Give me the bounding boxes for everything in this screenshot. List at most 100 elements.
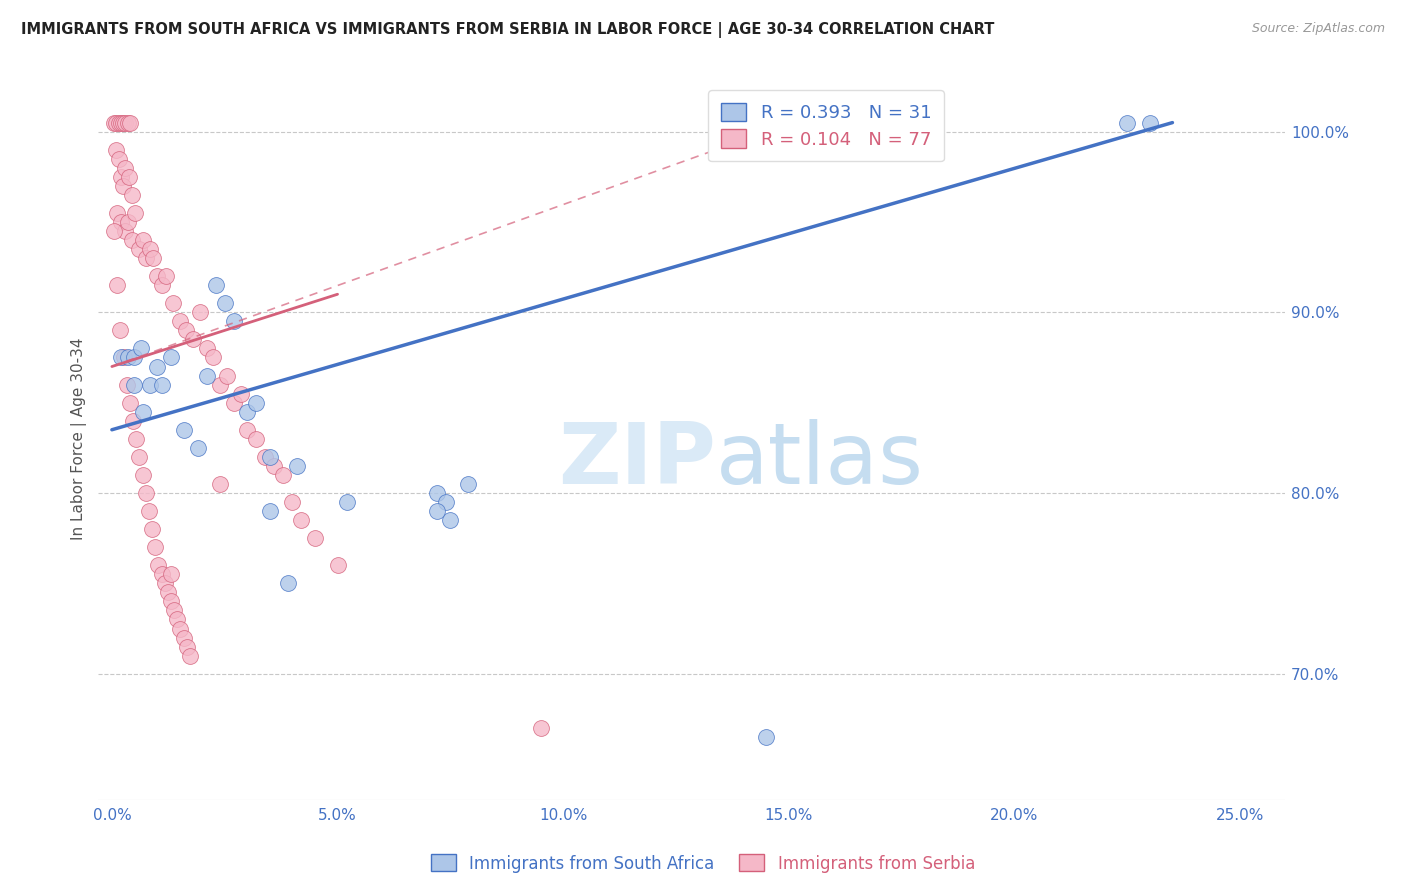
Point bbox=[1116, 115, 1139, 129]
Point bbox=[110, 169, 132, 184]
Point bbox=[142, 251, 165, 265]
Point bbox=[110, 351, 132, 365]
Point bbox=[150, 377, 173, 392]
Point bbox=[104, 143, 127, 157]
Text: ZIP: ZIP bbox=[558, 419, 716, 502]
Text: atlas: atlas bbox=[716, 419, 924, 502]
Point bbox=[159, 567, 181, 582]
Point bbox=[457, 477, 479, 491]
Point bbox=[131, 467, 153, 482]
Point bbox=[114, 115, 136, 129]
Point bbox=[110, 115, 132, 129]
Point bbox=[169, 314, 191, 328]
Point bbox=[125, 432, 148, 446]
Point bbox=[176, 640, 198, 654]
Point bbox=[153, 576, 176, 591]
Point bbox=[181, 333, 204, 347]
Point bbox=[115, 377, 138, 392]
Point bbox=[105, 115, 128, 129]
Point bbox=[103, 224, 125, 238]
Point bbox=[129, 342, 152, 356]
Point bbox=[146, 359, 169, 374]
Point bbox=[245, 395, 267, 409]
Point bbox=[135, 251, 157, 265]
Point bbox=[209, 477, 232, 491]
Point bbox=[290, 513, 312, 527]
Point bbox=[169, 622, 191, 636]
Point bbox=[229, 386, 252, 401]
Text: Source: ZipAtlas.com: Source: ZipAtlas.com bbox=[1251, 22, 1385, 36]
Point bbox=[335, 495, 357, 509]
Point bbox=[107, 152, 129, 166]
Point bbox=[138, 504, 160, 518]
Point bbox=[114, 161, 136, 175]
Point bbox=[222, 314, 245, 328]
Point bbox=[139, 242, 162, 256]
Point bbox=[148, 558, 170, 573]
Point bbox=[173, 631, 195, 645]
Point bbox=[124, 377, 146, 392]
Point bbox=[118, 395, 141, 409]
Point bbox=[110, 215, 132, 229]
Point bbox=[103, 115, 125, 129]
Point bbox=[128, 242, 150, 256]
Point bbox=[281, 495, 304, 509]
Point bbox=[254, 450, 277, 464]
Y-axis label: In Labor Force | Age 30-34: In Labor Force | Age 30-34 bbox=[72, 337, 87, 540]
Point bbox=[118, 169, 141, 184]
Point bbox=[121, 187, 143, 202]
Point bbox=[107, 115, 129, 129]
Point bbox=[215, 368, 238, 383]
Point bbox=[222, 395, 245, 409]
Point bbox=[209, 377, 232, 392]
Point bbox=[755, 730, 778, 744]
Point bbox=[259, 450, 281, 464]
Point bbox=[176, 323, 198, 337]
Point bbox=[439, 513, 461, 527]
Point bbox=[159, 351, 181, 365]
Point bbox=[277, 576, 299, 591]
Point bbox=[166, 612, 188, 626]
Point bbox=[188, 305, 211, 319]
Point bbox=[112, 351, 135, 365]
Point bbox=[105, 206, 128, 220]
Point bbox=[204, 278, 226, 293]
Legend: Immigrants from South Africa, Immigrants from Serbia: Immigrants from South Africa, Immigrants… bbox=[425, 847, 981, 880]
Point bbox=[117, 215, 139, 229]
Point bbox=[214, 296, 236, 310]
Point bbox=[236, 423, 259, 437]
Point bbox=[236, 405, 259, 419]
Point bbox=[105, 278, 128, 293]
Point bbox=[110, 323, 132, 337]
Point bbox=[195, 342, 218, 356]
Point bbox=[132, 405, 155, 419]
Point bbox=[160, 594, 183, 608]
Point bbox=[326, 558, 349, 573]
Point bbox=[259, 504, 281, 518]
Point bbox=[187, 441, 209, 455]
Point bbox=[173, 423, 195, 437]
Point bbox=[117, 115, 139, 129]
Point bbox=[128, 450, 150, 464]
Point bbox=[121, 233, 143, 247]
Point bbox=[285, 458, 308, 473]
Point bbox=[530, 721, 553, 735]
Point bbox=[156, 585, 179, 599]
Point bbox=[112, 115, 135, 129]
Legend: R = 0.393   N = 31, R = 0.104   N = 77: R = 0.393 N = 31, R = 0.104 N = 77 bbox=[709, 90, 943, 161]
Point bbox=[304, 531, 326, 545]
Point bbox=[426, 486, 449, 500]
Point bbox=[124, 206, 146, 220]
Point bbox=[1139, 115, 1161, 129]
Point bbox=[162, 296, 184, 310]
Point bbox=[118, 115, 141, 129]
Point bbox=[263, 458, 285, 473]
Point bbox=[124, 351, 146, 365]
Point bbox=[139, 377, 162, 392]
Point bbox=[150, 567, 173, 582]
Point bbox=[434, 495, 457, 509]
Point bbox=[150, 278, 173, 293]
Point bbox=[426, 504, 449, 518]
Point bbox=[163, 603, 186, 617]
Point bbox=[143, 540, 166, 554]
